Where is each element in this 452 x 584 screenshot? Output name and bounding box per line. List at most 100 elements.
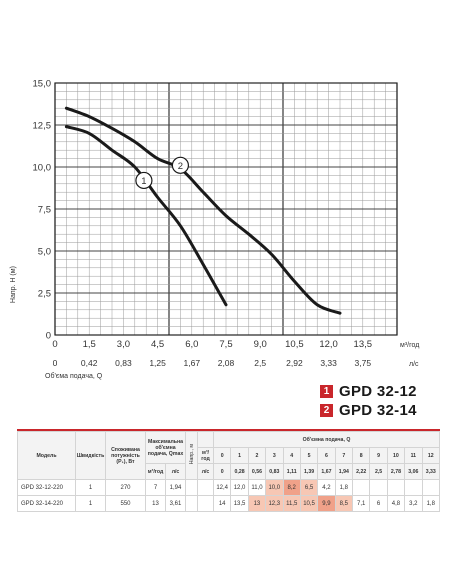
qmax-m3h-cell: 7	[145, 479, 166, 496]
head-value-cell: 6,5	[299, 479, 319, 496]
header-row-unit-m3h: м³/год	[197, 447, 214, 464]
flow-m3h-cell: 5	[299, 447, 319, 464]
pump-curve-chart: 02,55,07,510,012,515,00 1,5 3,0 4,5 6,0 7,5 9,…	[10, 79, 419, 381]
head-value-cell: 12,0	[230, 479, 249, 496]
legend-number-badge: 1	[320, 385, 333, 398]
header-model: Модель	[17, 431, 76, 480]
table-row: GPD 32-14-220 1 550 13 3,61 14 13,5 13 12,3 11,5 1…	[17, 495, 440, 512]
flow-ls-cell: 2,78	[386, 463, 406, 480]
header-max-flow: Максимальна об'ємна подача, Qmax	[145, 431, 186, 464]
power-cell: 270	[105, 479, 146, 496]
head-value-cell: 8,2	[282, 479, 301, 496]
head-value-cell: 4,2	[317, 479, 336, 496]
head-value-cell: 1,8	[334, 479, 354, 496]
flow-m3h-cell: 8	[351, 447, 371, 464]
legend-item-1: 1 GPD 32-12	[320, 383, 417, 400]
series-line-2	[64, 106, 342, 315]
flow-ls-cell: 0,83	[265, 463, 284, 480]
flow-ls-cell: 1,11	[282, 463, 301, 480]
x2-tick-label: 0,83	[115, 358, 132, 368]
header-speed: Швидкість	[75, 431, 106, 480]
x2-axis-unit: л/с	[409, 361, 419, 368]
table-row: GPD 32-12-220 1 270 7 1,94 12,4 12,0 11,0 10,0 8,…	[17, 479, 440, 496]
head-value-cell: 9,9	[317, 495, 336, 512]
head-value-cell: 13,5	[230, 495, 249, 512]
x-axis-label: м³/год	[400, 342, 419, 349]
header-row-unit-ls: л/с	[197, 463, 214, 480]
flow-m3h-cell: 10	[386, 447, 406, 464]
power-cell: 550	[105, 495, 146, 512]
head-value-cell: 10,5	[299, 495, 319, 512]
flow-ls-cell: 2,5	[369, 463, 388, 480]
x2-tick-label: 1,25	[149, 358, 166, 368]
x2-tick-label: 0	[53, 358, 58, 368]
y-tick-label: 12,5	[33, 121, 52, 132]
head-value-cell: 10,0	[265, 479, 284, 496]
flow-ls-cell: 0,56	[247, 463, 267, 480]
flow-m3h-cell: 0	[212, 447, 232, 464]
legend-series-name: GPD 32-14	[339, 402, 417, 419]
model-cell: GPD 32-12-220	[17, 479, 76, 496]
x2-tick-label: 0,42	[81, 358, 98, 368]
y-tick-label: 15,0	[33, 79, 52, 90]
head-value-cell	[386, 479, 406, 496]
y-tick-label: 0	[46, 331, 51, 342]
y-tick-label: 10,0	[33, 163, 52, 174]
flow-ls-cell: 3,33	[421, 463, 440, 480]
head-value-cell: 7,1	[351, 495, 371, 512]
head-value-cell: 3,2	[404, 495, 423, 512]
header-head: Напр., м	[185, 431, 198, 480]
legend-number-badge: 2	[320, 404, 333, 417]
x-tick-label: 1,5	[83, 339, 96, 350]
head-value-cell: 12,4	[212, 479, 232, 496]
series-label-2: 2	[178, 161, 183, 172]
x2-tick-label: 2,92	[286, 358, 303, 368]
head-unit-cell	[185, 495, 198, 512]
x2-tick-label: 2,08	[218, 358, 235, 368]
row-spacer-cell	[197, 495, 214, 512]
head-value-cell	[404, 479, 423, 496]
y-tick-label: 2,5	[38, 289, 51, 300]
header-row-unit	[197, 431, 214, 448]
legend-series-name: GPD 32-12	[339, 383, 417, 400]
flow-m3h-cell: 1	[230, 447, 249, 464]
x-tick-label: 3,0	[117, 339, 130, 350]
x2-tick-label: 1,67	[184, 358, 201, 368]
flow-ls-cell: 1,67	[317, 463, 336, 480]
flow-m3h-cell: 7	[334, 447, 354, 464]
header-unit-m3h: м³/год	[145, 463, 166, 480]
x-tick-label: 9,0	[254, 339, 267, 350]
plot-frame	[54, 82, 398, 336]
series-marker-2	[171, 156, 189, 174]
head-value-cell: 14	[212, 495, 232, 512]
speed-cell: 1	[75, 495, 106, 512]
x-tick-label: 0	[52, 339, 57, 350]
x2-tick-label: 3,75	[355, 358, 372, 368]
head-value-cell: 4,8	[386, 495, 406, 512]
head-value-cell: 12,3	[265, 495, 284, 512]
model-cell: GPD 32-14-220	[17, 495, 76, 512]
flow-m3h-cell: 12	[421, 447, 440, 464]
y-tick-label: 5,0	[38, 247, 51, 258]
series-label-1: 1	[141, 176, 146, 187]
flow-ls-cell: 1,94	[334, 463, 354, 480]
x-tick-label: 12,0	[319, 339, 338, 350]
flow-m3h-cell: 11	[404, 447, 423, 464]
head-value-cell	[421, 479, 440, 496]
head-value-cell	[351, 479, 371, 496]
head-value-cell: 11,5	[282, 495, 301, 512]
head-unit-cell	[185, 479, 198, 496]
spec-table: Модель Швидкість Споживана потужність (P…	[17, 431, 440, 512]
flow-m3h-cell: 3	[265, 447, 284, 464]
flow-ls-cell: 2,22	[351, 463, 371, 480]
head-value-cell: 1,8	[421, 495, 440, 512]
head-value-cell	[369, 479, 388, 496]
flow-m3h-cell: 4	[282, 447, 301, 464]
head-value-cell: 8,5	[334, 495, 354, 512]
flow-m3h-cell: 6	[317, 447, 336, 464]
flow-m3h-cell: 9	[369, 447, 388, 464]
x2-tick-label: 2,5	[254, 358, 266, 368]
y-tick-label: 7,5	[38, 205, 51, 216]
speed-cell: 1	[75, 479, 106, 496]
x2-tick-label: 3,33	[320, 358, 337, 368]
